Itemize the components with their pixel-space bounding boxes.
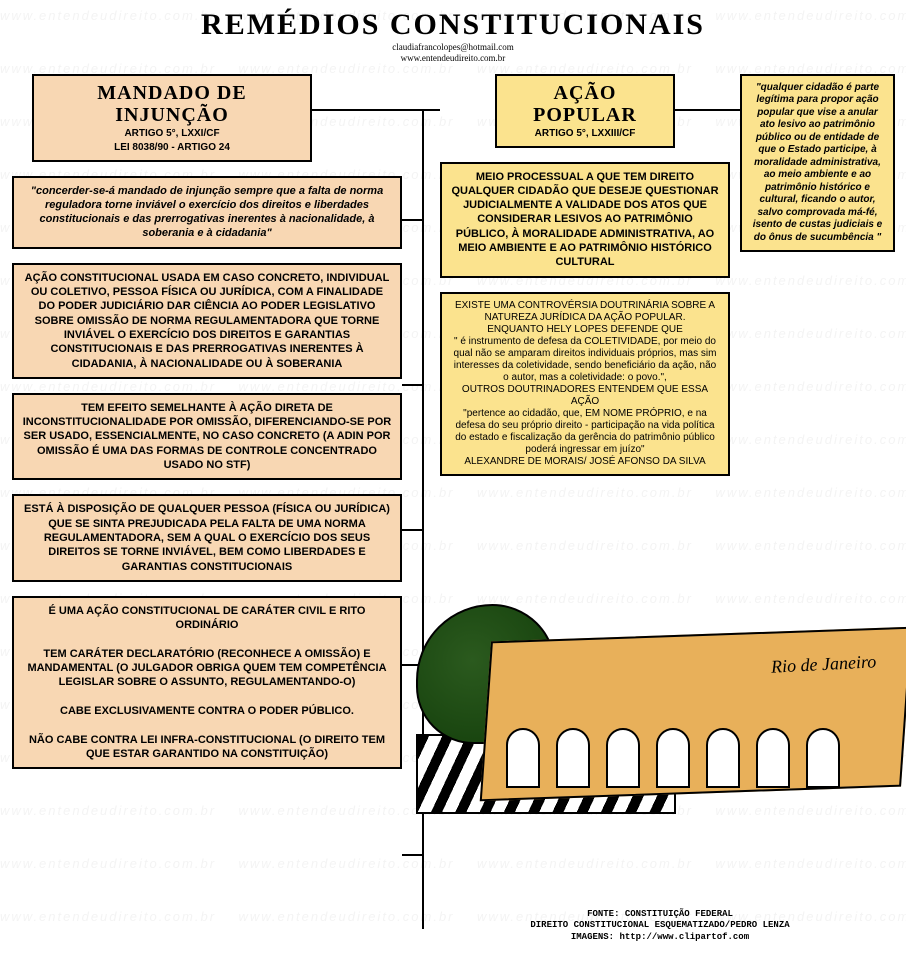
- connector: [402, 854, 422, 856]
- connector: [402, 219, 422, 221]
- left-header-title: MANDADO DE INJUNÇÃO: [44, 82, 300, 126]
- credits-email: claudiafrancolopes@hotmail.com: [0, 42, 906, 53]
- left-box-3: ESTÁ À DISPOSIÇÃO DE QUALQUER PESSOA (FÍ…: [12, 494, 402, 581]
- left-header-sub2: LEI 8038/90 - ARTIGO 24: [44, 142, 300, 154]
- source-line-1: FONTE: CONSTITUIÇÃO FEDERAL: [420, 909, 900, 921]
- left-box-4: É UMA AÇÃO CONSTITUCIONAL DE CARÁTER CIV…: [12, 596, 402, 769]
- arch-hole: [506, 728, 540, 788]
- connector: [402, 384, 422, 386]
- arch-hole: [756, 728, 790, 788]
- credits-site: www.entendeudireito.com.br: [0, 53, 906, 64]
- right-quote-box: "qualquer cidadão é parte legítima para …: [740, 74, 895, 253]
- mid-header-box: AÇÃO POPULAR ARTIGO 5°, LXXIII/CF: [495, 74, 675, 148]
- source-line-3: IMAGENS: http://www.clipartof.com: [420, 932, 900, 944]
- mid-box-1: MEIO PROCESSUAL A QUE TEM DIREITO QUALQU…: [440, 162, 730, 278]
- mid-header-sub1: ARTIGO 5°, LXXIII/CF: [507, 128, 663, 140]
- source-footer: FONTE: CONSTITUIÇÃO FEDERAL DIREITO CONS…: [420, 909, 900, 944]
- connector: [402, 529, 422, 531]
- left-header-sub1: ARTIGO 5°, LXXI/CF: [44, 128, 300, 140]
- arch-hole: [556, 728, 590, 788]
- page-title: REMÉDIOS CONSTITUCIONAIS: [0, 8, 906, 42]
- left-quote-box: "concerder-se-á mandado de injunção semp…: [12, 176, 402, 249]
- rio-illustration: Rio de Janeiro: [416, 564, 906, 814]
- left-box-1: AÇÃO CONSTITUCIONAL USADA EM CASO CONCRE…: [12, 263, 402, 379]
- left-header-box: MANDADO DE INJUNÇÃO ARTIGO 5°, LXXI/CF L…: [32, 74, 312, 162]
- mid-header-title: AÇÃO POPULAR: [507, 82, 663, 126]
- left-box-2: TEM EFEITO SEMELHANTE À AÇÃO DIRETA DE I…: [12, 393, 402, 480]
- arch-hole: [706, 728, 740, 788]
- arch-hole: [806, 728, 840, 788]
- source-line-2: DIREITO CONSTITUCIONAL ESQUEMATIZADO/PED…: [420, 920, 900, 932]
- arch-hole: [656, 728, 690, 788]
- arch-hole: [606, 728, 640, 788]
- mid-box-2: EXISTE UMA CONTROVÉRSIA DOUTRINÁRIA SOBR…: [440, 292, 730, 476]
